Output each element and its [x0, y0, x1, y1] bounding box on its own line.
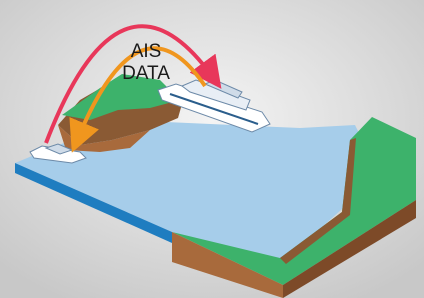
label: AIS — [131, 41, 162, 62]
illustration: AIS DATA — [0, 0, 424, 298]
page: AIS DATA (() => { const data = JSON.pars… — [0, 0, 424, 298]
label: DATA — [122, 63, 170, 84]
